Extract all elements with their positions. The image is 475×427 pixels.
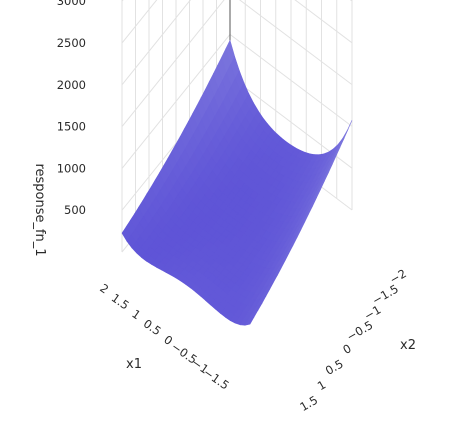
x2-axis-title: x2 xyxy=(400,338,416,353)
z-tick-label: 3000 xyxy=(57,0,86,8)
x1-tick-label: 0.5 xyxy=(141,316,164,338)
z-tick-label: 2000 xyxy=(57,78,86,92)
x2-tick-label: 1.5 xyxy=(297,393,320,414)
z-axis-title: response_fn_1 xyxy=(32,163,47,256)
grid-line xyxy=(121,0,353,86)
surface-cell xyxy=(244,316,255,326)
x1-axis-title: x1 xyxy=(126,357,142,372)
z-tick-label: 500 xyxy=(64,203,86,217)
z-tick-label: 1000 xyxy=(57,161,86,175)
z-tick-label: 1500 xyxy=(57,120,86,134)
x1-tick-label: 2 xyxy=(97,281,111,297)
response-surface xyxy=(121,39,353,326)
grid-line xyxy=(121,0,353,44)
grid-line xyxy=(121,0,353,127)
x1-tick-label: 1 xyxy=(129,307,143,323)
x2-tick-label: 1 xyxy=(315,377,328,393)
z-tick-label: 2500 xyxy=(57,36,86,50)
x1-tick-label: −1.5 xyxy=(201,365,232,392)
x2-tick-label: 0.5 xyxy=(323,357,346,378)
x1-tick-label: 1.5 xyxy=(109,291,132,313)
